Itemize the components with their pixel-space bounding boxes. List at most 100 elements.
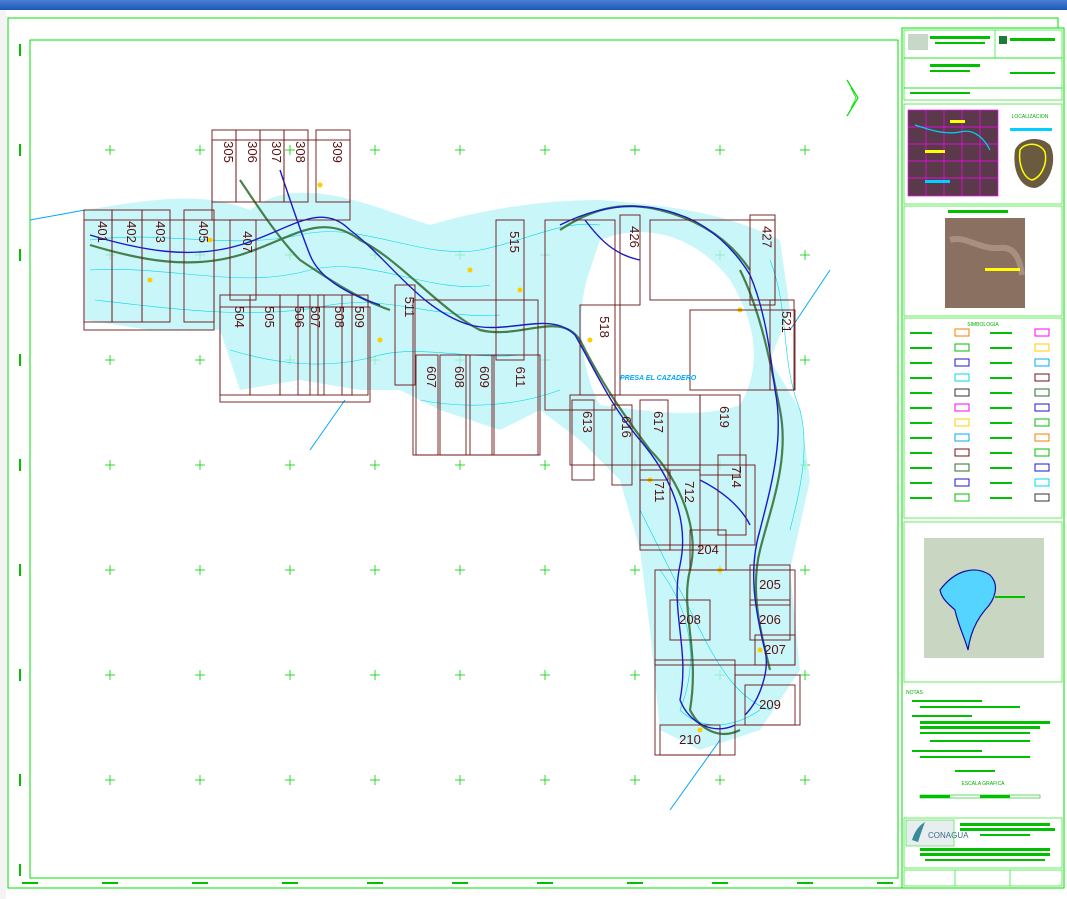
legend-row bbox=[910, 373, 1050, 382]
grid-cross bbox=[105, 670, 115, 680]
sheet-label: 505 bbox=[262, 306, 277, 328]
grid-cross bbox=[105, 565, 115, 575]
grid-cross bbox=[540, 565, 550, 575]
location-heading: LOCALIZACION bbox=[1012, 114, 1049, 120]
grid-cross bbox=[105, 460, 115, 470]
sheet-block bbox=[649, 219, 776, 301]
legend-row bbox=[910, 388, 1050, 397]
grid-cross bbox=[285, 775, 295, 785]
agency-logo-icon bbox=[908, 34, 928, 50]
grid-cross bbox=[195, 670, 205, 680]
title-block: LOCALIZACION SIMBOLOGIA NOTAS ESCALA GRA… bbox=[901, 27, 1065, 889]
grid-cross bbox=[800, 145, 810, 155]
coord-tick bbox=[22, 882, 38, 884]
coord-tick bbox=[797, 882, 813, 884]
sheet-label: 427 bbox=[760, 226, 775, 248]
sheet-label: 521 bbox=[779, 311, 794, 333]
sheet-block bbox=[219, 306, 371, 403]
location-satellite-image bbox=[908, 110, 998, 196]
sheet-cell: 309 bbox=[315, 129, 351, 203]
sheet-label: 204 bbox=[697, 542, 719, 557]
legend-row bbox=[910, 418, 1050, 427]
window-title-bar bbox=[0, 0, 1067, 10]
sheet-label: 402 bbox=[124, 221, 139, 243]
sheet-label: 504 bbox=[232, 306, 247, 328]
sheet-cell: 509 bbox=[341, 294, 369, 396]
sheet-label: 608 bbox=[452, 366, 467, 388]
grid-cross bbox=[105, 775, 115, 785]
coord-tick bbox=[102, 882, 118, 884]
grid-cross bbox=[285, 670, 295, 680]
coord-tick bbox=[19, 774, 21, 786]
sheet-cell: 617 bbox=[639, 399, 669, 481]
legend-row bbox=[910, 358, 1050, 367]
sheet-cell: 714 bbox=[717, 454, 747, 536]
grid-cross bbox=[715, 145, 725, 155]
grid-cross bbox=[800, 565, 810, 575]
grid-cross bbox=[455, 145, 465, 155]
sheet-cell: 613 bbox=[571, 399, 595, 481]
sheet-label: 506 bbox=[292, 306, 307, 328]
sheet-label: 714 bbox=[729, 466, 744, 488]
grid-cross bbox=[105, 145, 115, 155]
grid-cross bbox=[195, 355, 205, 365]
coord-tick bbox=[877, 882, 893, 884]
sheet-cell: 507 bbox=[297, 294, 325, 396]
grid-cross bbox=[715, 775, 725, 785]
coord-tick bbox=[19, 44, 21, 56]
grid-cross bbox=[285, 565, 295, 575]
grid-cross bbox=[195, 565, 205, 575]
legend-row bbox=[910, 448, 1050, 457]
grid-cross bbox=[630, 670, 640, 680]
sheet-block bbox=[734, 674, 801, 726]
sheet-cell: 515 bbox=[495, 219, 525, 361]
basin-outline bbox=[1018, 143, 1047, 181]
grid-cross bbox=[540, 775, 550, 785]
sheet-label: 712 bbox=[682, 481, 697, 503]
sheet-label: 206 bbox=[759, 612, 781, 627]
reservoir-outline bbox=[939, 569, 997, 651]
outer-frame bbox=[7, 17, 1059, 889]
sheet-cell: 506 bbox=[279, 294, 311, 396]
north-arrow-icon bbox=[846, 79, 859, 117]
sheet-label: 205 bbox=[759, 577, 781, 592]
sheet-cell: 508 bbox=[317, 294, 353, 396]
sheet-label: 426 bbox=[627, 226, 642, 248]
grid-cross bbox=[195, 145, 205, 155]
coord-tick bbox=[19, 564, 21, 576]
coord-tick bbox=[537, 882, 553, 884]
grid-cross bbox=[630, 775, 640, 785]
sheet-block bbox=[83, 219, 215, 331]
sheet-block bbox=[639, 464, 756, 546]
sheet-cell: 205 bbox=[749, 564, 791, 606]
grid-cross bbox=[370, 775, 380, 785]
grid-cross bbox=[370, 670, 380, 680]
sheet-label: 617 bbox=[651, 411, 666, 433]
legend-row bbox=[910, 328, 1050, 337]
sheet-cell: 403 bbox=[141, 209, 171, 323]
conagua-logo-icon bbox=[912, 822, 925, 842]
coord-tick bbox=[192, 882, 208, 884]
sheet-label: 507 bbox=[308, 306, 323, 328]
coord-tick bbox=[19, 669, 21, 681]
grid-cross bbox=[800, 250, 810, 260]
legend-list bbox=[910, 328, 1050, 502]
legend-heading: SIMBOLOGIA bbox=[967, 322, 999, 328]
legend-row bbox=[910, 343, 1050, 352]
conagua-logo-text: CONAGUA bbox=[928, 831, 969, 840]
coord-tick bbox=[282, 882, 298, 884]
aerial-photo-image bbox=[945, 218, 1025, 308]
sheet-block bbox=[544, 219, 616, 411]
grid-cross bbox=[455, 460, 465, 470]
scale-heading: ESCALA GRAFICA bbox=[961, 781, 1005, 787]
grid-cross bbox=[800, 670, 810, 680]
sheet-label: 306 bbox=[245, 141, 260, 163]
coord-tick bbox=[627, 882, 643, 884]
sheet-label: 607 bbox=[424, 366, 439, 388]
sheet-label: 307 bbox=[269, 141, 284, 163]
sheet-label: 305 bbox=[221, 141, 236, 163]
coordinate-ticks bbox=[19, 44, 893, 884]
sheet-label: 210 bbox=[679, 732, 701, 747]
